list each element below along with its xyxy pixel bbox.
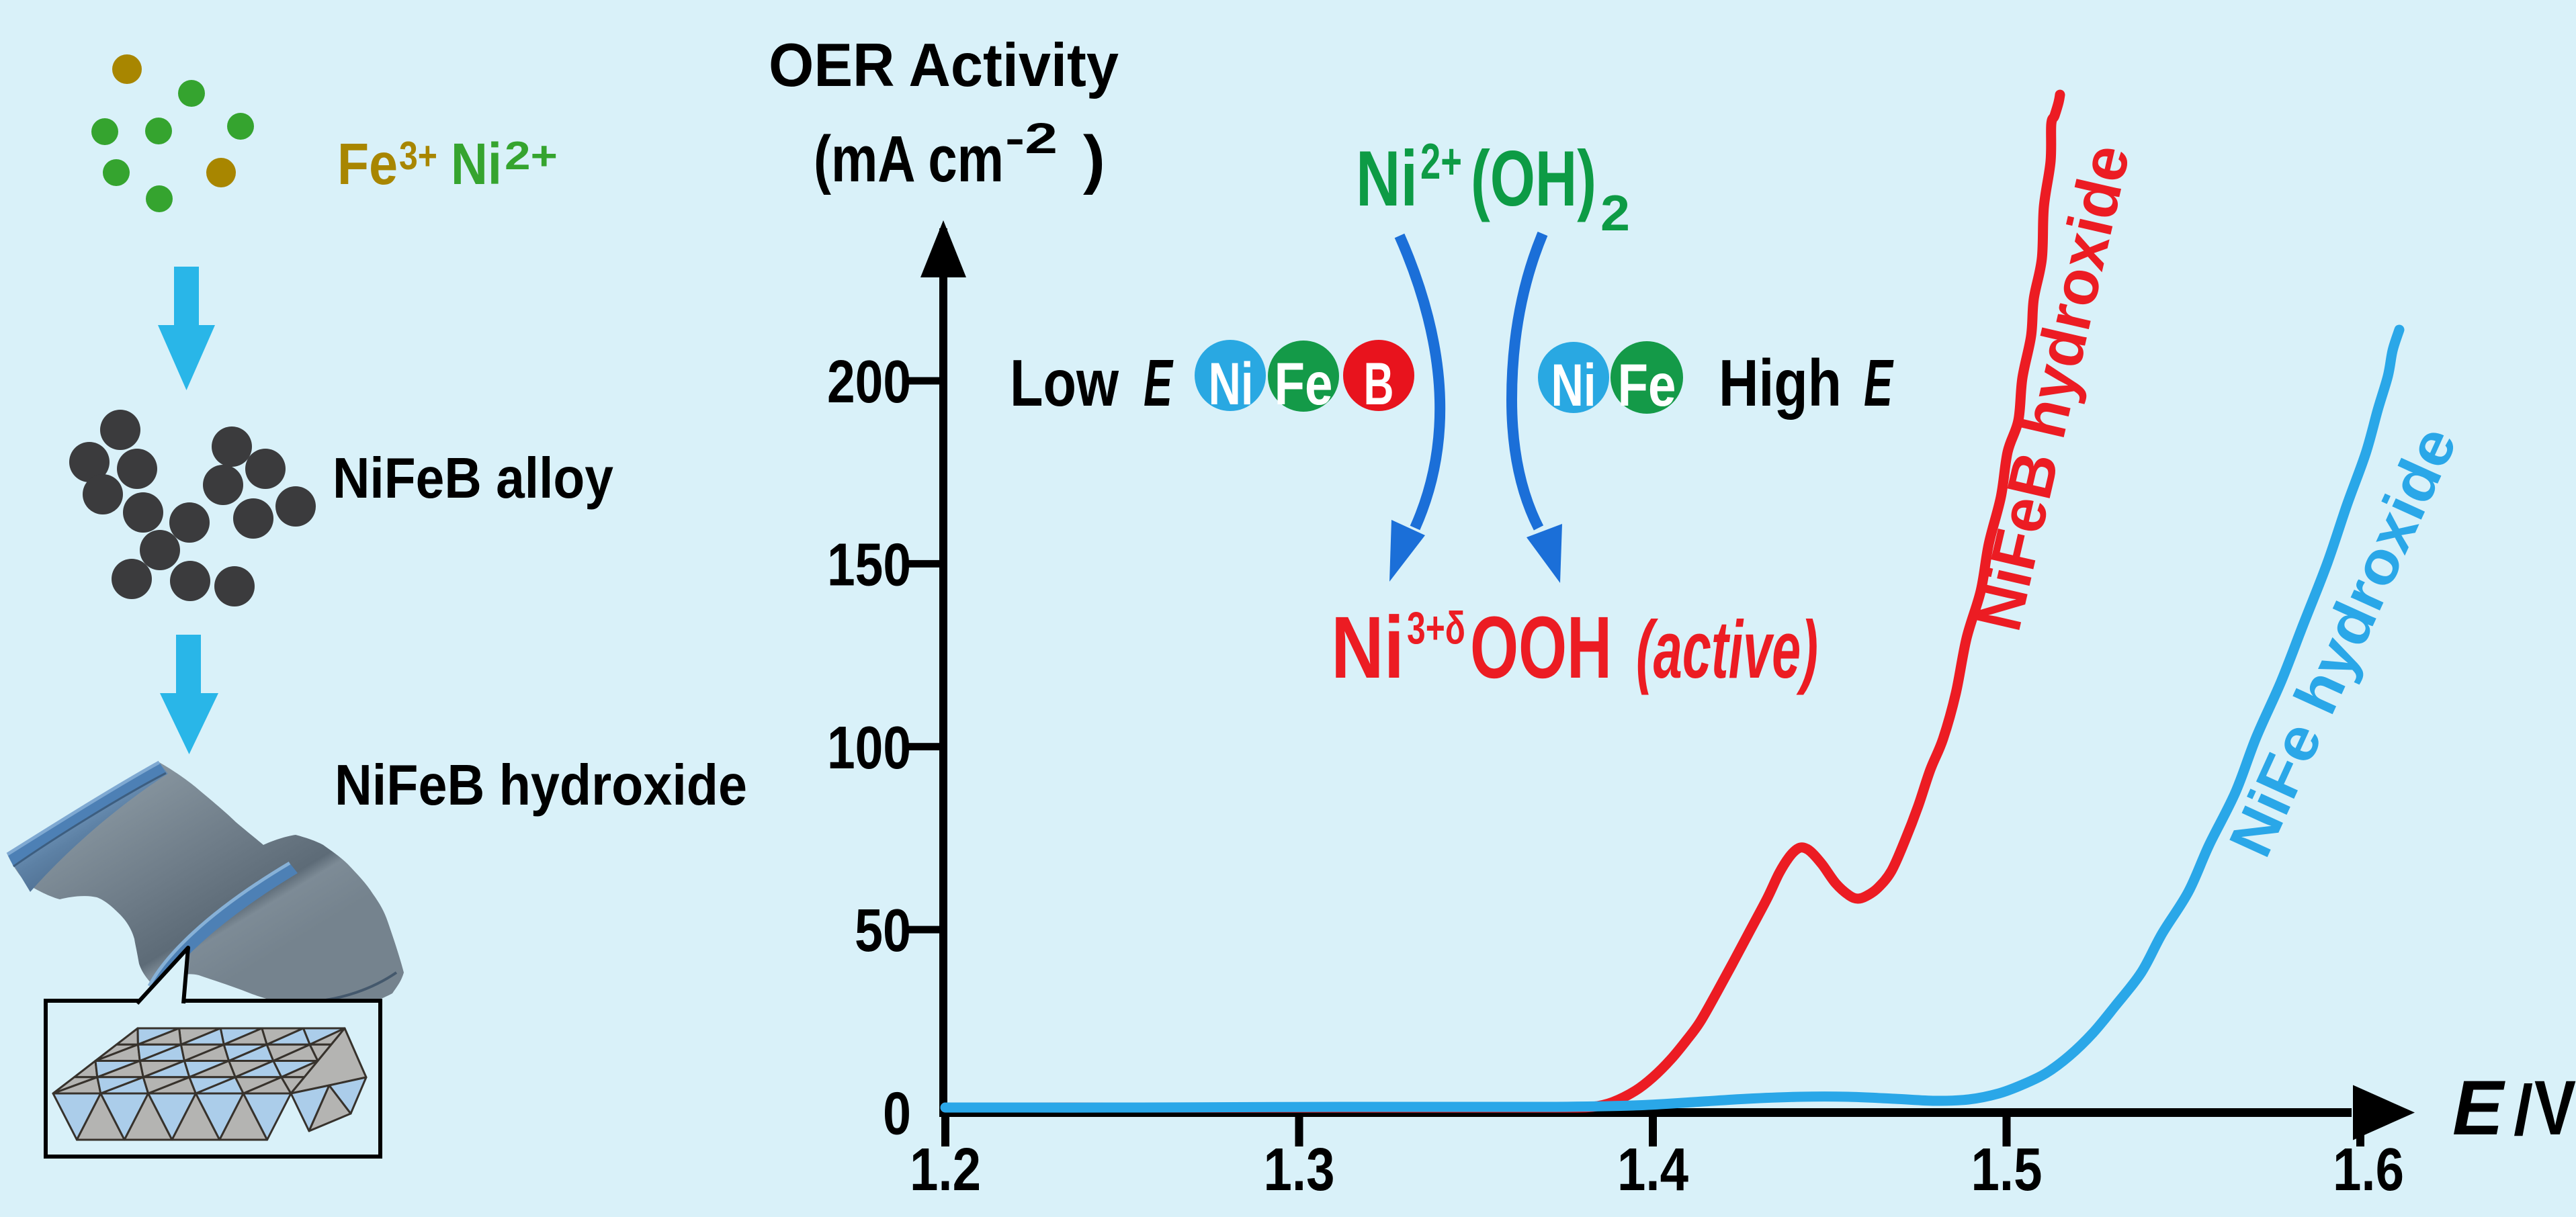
svg-text:Ni: Ni <box>1356 134 1418 222</box>
svg-text:Fe: Fe <box>1618 351 1676 418</box>
svg-text:Ni: Ni <box>1209 350 1254 417</box>
svg-text:E: E <box>1864 346 1894 420</box>
svg-text:2: 2 <box>1600 185 1630 241</box>
svg-text:1.4: 1.4 <box>1617 1136 1688 1204</box>
svg-text:E: E <box>1144 346 1174 420</box>
svg-text:/: / <box>2514 1071 2533 1150</box>
svg-text:2+: 2+ <box>505 134 558 178</box>
svg-text:OOH: OOH <box>1470 598 1612 696</box>
svg-text:-2: -2 <box>1005 114 1058 163</box>
svg-text:E: E <box>2452 1065 2505 1151</box>
svg-text:High: High <box>1719 346 1842 420</box>
svg-text:150: 150 <box>827 531 911 598</box>
svg-text:0: 0 <box>883 1081 911 1148</box>
svg-text:3+δ: 3+δ <box>1407 602 1465 653</box>
svg-text:3+: 3+ <box>399 134 437 178</box>
svg-text:1.5: 1.5 <box>1971 1136 2043 1204</box>
svg-text:Fe: Fe <box>1275 350 1333 417</box>
svg-text:NiFeB alloy: NiFeB alloy <box>333 447 613 510</box>
svg-text:1.6: 1.6 <box>2333 1136 2404 1204</box>
svg-text:200: 200 <box>827 349 911 416</box>
svg-text:2+: 2+ <box>1420 133 1462 189</box>
svg-text:Ni: Ni <box>1551 351 1596 418</box>
svg-text:V: V <box>2534 1065 2576 1151</box>
svg-text:Ni: Ni <box>451 132 502 197</box>
svg-text:Ni: Ni <box>1331 598 1404 696</box>
svg-text:B: B <box>1364 350 1394 417</box>
svg-text:(active): (active) <box>1636 604 1818 695</box>
svg-text:1.3: 1.3 <box>1264 1136 1335 1204</box>
svg-text:OER Activity: OER Activity <box>769 32 1119 99</box>
svg-text:Low: Low <box>1010 346 1119 420</box>
svg-text:(mA cm: (mA cm <box>814 122 1004 195</box>
svg-text:50: 50 <box>855 897 911 964</box>
svg-text:100: 100 <box>827 715 911 782</box>
svg-text:1.2: 1.2 <box>910 1136 981 1204</box>
svg-text:NiFeB hydroxide: NiFeB hydroxide <box>335 754 747 817</box>
svg-text:Fe: Fe <box>337 132 398 197</box>
svg-text:(OH): (OH) <box>1471 134 1596 222</box>
svg-text:): ) <box>1083 122 1105 195</box>
